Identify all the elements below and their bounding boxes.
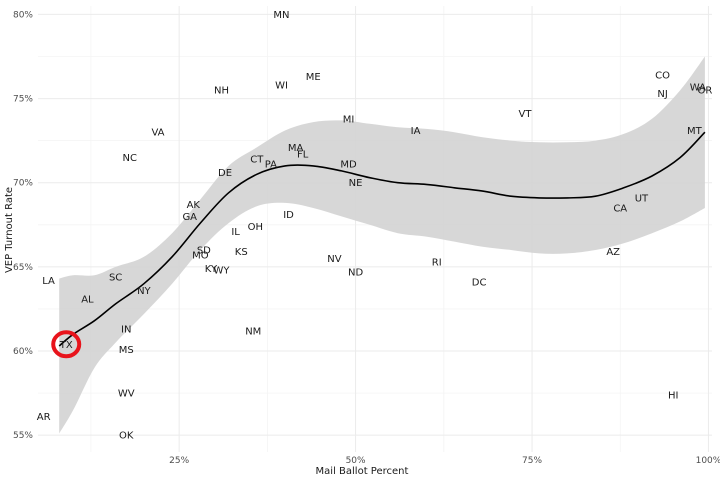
state-label-dc: DC [472,278,487,289]
state-label-ks: KS [235,247,248,258]
x-tick-label: 50% [346,456,366,466]
x-tick-label: 100% [696,456,720,466]
state-label-nd: ND [348,267,363,278]
y-tick-label: 70% [13,179,33,189]
y-tick-label: 60% [13,347,33,357]
state-label-co: CO [655,71,670,82]
state-label-sc: SC [109,272,122,283]
state-label-la: LA [42,276,55,287]
state-label-nh: NH [214,86,229,97]
state-label-tx: TX [59,340,73,351]
state-label-mi: MI [343,114,355,125]
x-tick-label: 75% [522,456,542,466]
state-label-hi: HI [668,390,678,401]
state-label-me: ME [306,72,321,83]
state-label-or: OR [698,86,713,97]
state-label-ut: UT [635,193,649,204]
x-tick-label: 25% [169,456,189,466]
state-label-nj: NJ [657,89,667,100]
state-label-il: IL [231,227,240,238]
state-label-ia: IA [411,126,421,137]
axis-ticks: 25% 50% 75% 100% 55% 60% 65% 70% 75% 80% [13,10,720,466]
state-label-nv: NV [327,254,341,265]
state-label-mo: MO [192,251,209,262]
highlight-ring-tx [51,330,82,359]
state-label-ri: RI [432,257,442,268]
state-label-mt: MT [687,126,703,137]
state-label-de: DE [218,168,232,179]
state-label-wy: WY [213,266,230,277]
state-label-nm: NM [245,326,261,337]
state-label-fl: FL [297,150,309,161]
y-tick-label: 55% [13,431,33,441]
state-label-ny: NY [137,286,151,297]
highlight-circle [51,330,82,359]
state-label-nc: NC [123,153,137,164]
state-label-vt: VT [518,109,532,120]
state-label-in: IN [121,325,131,336]
state-label-ms: MS [119,345,134,356]
state-label-md: MD [340,160,357,171]
confidence-band [59,56,705,434]
state-label-pa: PA [265,160,277,171]
state-label-ca: CA [613,203,627,214]
y-tick-label: 65% [13,263,33,273]
y-tick-label: 75% [13,95,33,105]
smooth-line [58,131,706,347]
state-label-wa: WA [690,82,706,93]
state-label-wi: WI [275,81,288,92]
state-label-sd: SD [197,246,211,257]
state-label-va: VA [151,128,164,139]
state-label-wv: WV [118,389,135,400]
state-label-ok: OK [119,431,134,442]
state-label-al: AL [81,294,94,305]
state-label-ar: AR [37,412,51,423]
state-label-ct: CT [250,155,264,166]
state-label-ga: GA [182,212,197,223]
state-label-ak: AK [187,200,201,211]
x-axis-title: Mail Ballot Percent [316,466,409,477]
state-label-az: AZ [606,247,620,258]
y-tick-label: 80% [13,10,33,20]
loess-fit-line [58,131,706,347]
confidence-ribbon [59,56,705,434]
state-label-ne: NE [349,178,363,189]
state-label-oh: OH [248,222,263,233]
state-label-id: ID [283,210,294,221]
state-label-mn: MN [273,10,289,21]
y-axis-title: VEP Turnout Rate [4,187,15,273]
state-label-ma: MA [288,143,304,154]
state-label-ky: KY [205,264,218,275]
